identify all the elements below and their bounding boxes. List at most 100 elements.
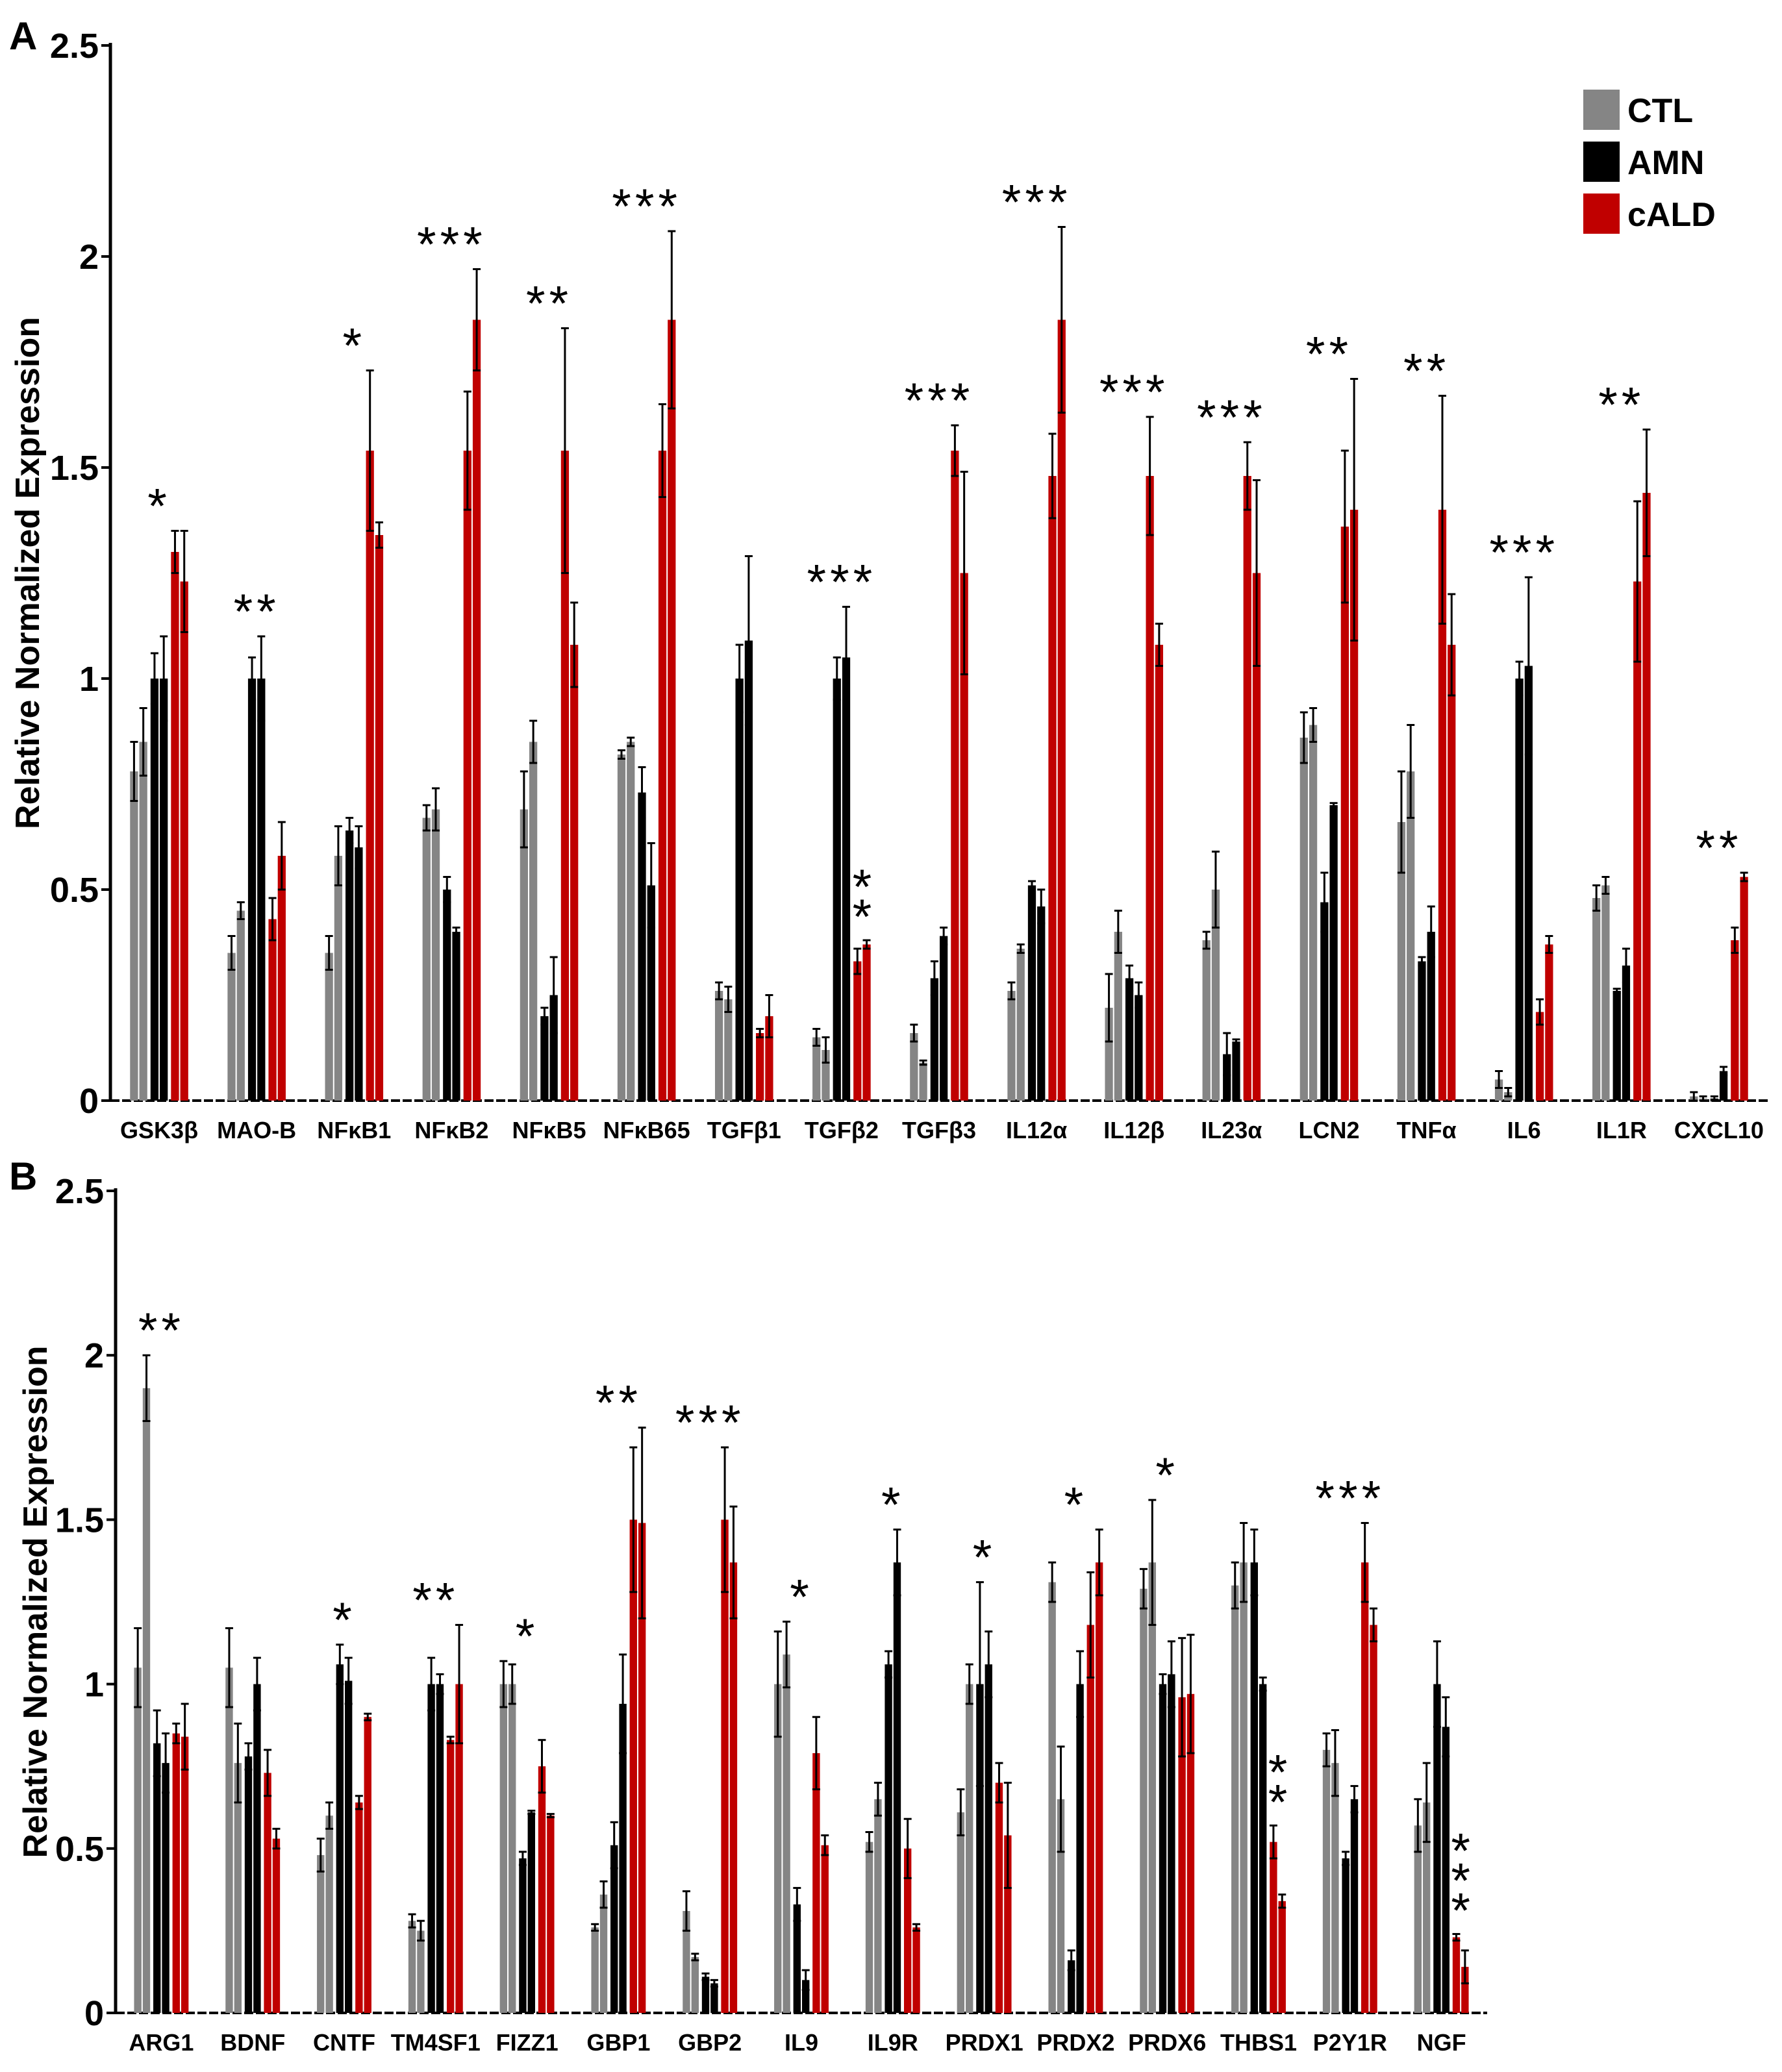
bar-il9r-cald-2 [912,1927,920,2013]
y-tick-label: 1.5 [50,449,99,488]
y-tick-label: 2 [84,1336,104,1375]
bar-prdx2-amn-2 [1076,1684,1084,2013]
bar-tm4sf1-cald-2 [455,1684,463,2013]
legend-swatch-amn [1583,142,1620,182]
bar-tgfbeta3-amn-1 [930,978,938,1101]
category-label-ngf: NGF [1417,2029,1466,2056]
bar-il6-cald-1 [1535,1012,1544,1101]
bar-p2y1r-amn-2 [1350,1799,1359,2013]
category-label-il9r: IL9R [868,2029,918,2056]
bar-tm4sf1-amn-1 [427,1684,435,2013]
y-tick-label: 0.5 [55,1830,104,1869]
significance-marker-cxcl10: ** [1696,821,1742,876]
legend-label-cald: cALD [1627,196,1716,234]
category-label-prdx1: PRDX1 [946,2029,1023,2056]
bar-ngf-amn-2 [1442,1727,1449,2013]
category-label-tnfalpha: TNFα [1397,1117,1457,1143]
category-label-nfkappab65: NFκB65 [603,1117,690,1143]
bar-il6-cald-2 [1545,944,1553,1101]
bar-ngf-amn-1 [1433,1684,1441,2013]
bar-nfkappab2-cald-1 [463,451,471,1101]
bar-cntf-cald-2 [364,1717,371,2013]
significance-marker-prdx6: * [1155,1448,1179,1503]
significance-marker-tgfbeta2-stacked: * * [853,860,872,945]
bar-lcn2-amn-1 [1320,902,1329,1101]
bar-nfkappab65-ctl-1 [617,755,626,1101]
bar-prdx6-cald-1 [1178,1697,1186,2013]
bar-gbp2-cald-1 [721,1519,729,2013]
category-label-il6: IL6 [1507,1117,1541,1143]
category-label-lcn2: LCN2 [1298,1117,1359,1143]
bar-gbp1-cald-2 [638,1523,646,2013]
bar-prdx6-amn-1 [1159,1684,1167,2013]
bar-cxcl10-cald-1 [1731,940,1739,1101]
category-label-cxcl10: CXCL10 [1674,1117,1764,1143]
bar-il6-amn-1 [1515,679,1524,1101]
significance-marker-cntf: * [333,1593,356,1648]
category-label-nfkappab2: NFκB2 [414,1117,488,1143]
category-label-gsk3beta: GSK3β [120,1117,198,1143]
category-label-prdx2: PRDX2 [1036,2029,1114,2056]
bar-nfkappab1-ctl-2 [334,856,343,1101]
bar-prdx1-ctl-1 [957,1812,965,2013]
bar-tnfalpha-ctl-1 [1397,822,1406,1101]
bar-prdx1-cald-1 [995,1782,1003,2013]
bar-ngf-ctl-1 [1414,1825,1422,2013]
bar-il9r-ctl-1 [865,1841,873,2013]
bar-lcn2-cald-2 [1349,510,1359,1101]
bar-il1r-cald-1 [1633,581,1642,1101]
bar-prdx2-cald-2 [1095,1562,1103,2013]
bar-fizz1-ctl-1 [499,1684,508,2013]
bar-p2y1r-cald-2 [1370,1625,1377,2013]
bar-ngf-cald-1 [1452,1937,1461,2013]
y-tick-label: 1 [79,660,99,699]
bar-nfkappab5-ctl-1 [520,809,529,1101]
significance-marker-arg1: ** [138,1303,184,1358]
significance-marker-nfkappab1: * [343,319,366,374]
bar-lcn2-amn-2 [1329,805,1338,1101]
bar-mao-b-amn-2 [257,679,266,1101]
bar-tgfbeta3-cald-1 [951,451,959,1101]
bar-gsk3beta-cald-1 [171,552,179,1101]
significance-marker-il12beta: *** [1099,365,1169,420]
bar-prdx6-cald-2 [1186,1693,1195,2013]
category-label-mao-b: MAO-B [217,1117,296,1143]
significance-marker-il23alpha: *** [1197,390,1266,445]
category-label-tm4sf1: TM4SF1 [391,2029,481,2056]
bar-lcn2-ctl-2 [1309,725,1318,1101]
bar-fizz1-ctl-2 [508,1684,516,2013]
y-tick-label: 0.5 [50,871,99,910]
bar-thbs1-ctl-1 [1231,1585,1239,2013]
category-label-tgfbeta3: TGFβ3 [902,1117,976,1143]
bar-nfkappab65-amn-2 [647,885,655,1101]
bar-tgfbeta2-amn-2 [842,657,851,1101]
bar-gsk3beta-ctl-2 [139,742,147,1101]
category-label-il1r: IL1R [1596,1117,1647,1143]
bar-tnfalpha-cald-1 [1438,510,1447,1101]
bar-tnfalpha-ctl-2 [1407,771,1415,1101]
y-axis-label: Relative Normalized Expression [17,1346,55,1858]
bar-gbp1-amn-2 [619,1703,627,2013]
bar-tm4sf1-amn-2 [436,1684,444,2013]
significance-marker-ngf-stacked: * * * [1451,1823,1470,1938]
category-label-arg1: ARG1 [129,2029,194,2056]
bar-il23alpha-ctl-1 [1202,940,1211,1101]
bar-prdx2-ctl-1 [1048,1582,1056,2013]
bar-fizz1-cald-2 [547,1816,555,2013]
bar-gbp1-ctl-2 [599,1894,608,2013]
bar-lcn2-cald-1 [1340,527,1349,1101]
bar-mao-b-cald-1 [268,919,277,1101]
bar-prdx2-ctl-2 [1057,1799,1065,2013]
bar-p2y1r-ctl-1 [1322,1749,1331,2013]
bar-il9r-amn-1 [885,1664,892,2013]
bar-prdx6-amn-2 [1168,1674,1175,2013]
bar-il9-cald-1 [812,1753,820,2013]
category-label-il12alpha: IL12α [1006,1117,1067,1143]
bar-tgfbeta2-cald-1 [853,961,862,1101]
bar-p2y1r-ctl-2 [1331,1763,1339,2013]
bar-gbp1-cald-1 [629,1519,637,2013]
significance-marker-p2y1r: *** [1315,1471,1385,1526]
bar-gbp1-amn-1 [610,1845,618,2013]
bar-il9r-amn-2 [893,1562,901,2013]
bar-il1r-ctl-2 [1601,885,1610,1101]
